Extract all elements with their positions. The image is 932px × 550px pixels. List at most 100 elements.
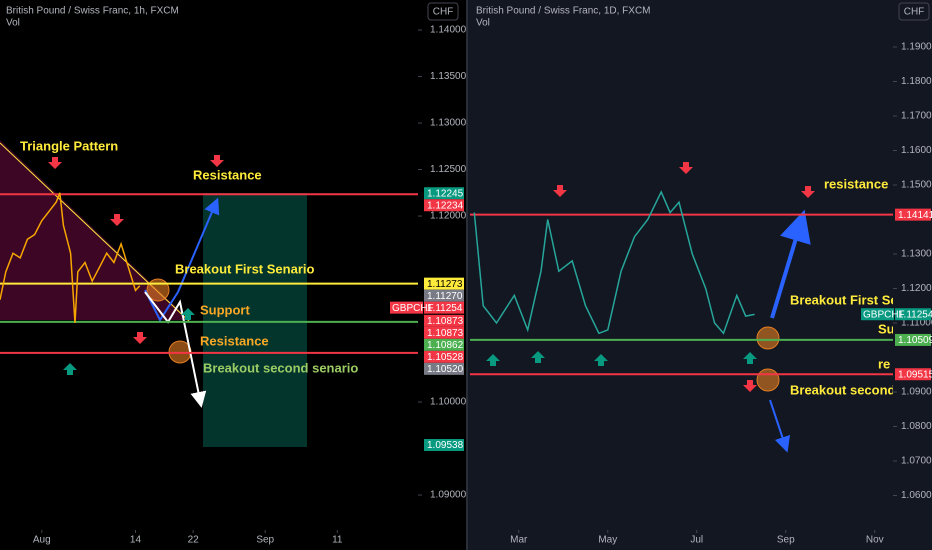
annotation: Su	[878, 321, 895, 336]
currency-button	[427, 2, 459, 21]
y-tick-label: 1.16000	[901, 145, 932, 156]
currency-button	[898, 2, 930, 21]
price-tag-label: 1.10873	[427, 328, 464, 339]
x-tick-label: Jul	[690, 535, 703, 546]
annotation: Breakout second senario	[203, 360, 358, 375]
down-marker	[48, 157, 62, 169]
price-tag	[424, 314, 464, 327]
panel-0: British Pound / Swiss Franc, 1h, FXCMVol…	[0, 2, 467, 546]
symbol-tag	[390, 301, 423, 314]
highlight-circle	[756, 326, 780, 350]
position-box	[203, 193, 307, 447]
up-marker	[486, 354, 500, 366]
price-tag	[895, 308, 931, 321]
y-tick-label: 1.10000	[430, 397, 467, 408]
y-tick-label: 1.11000	[901, 318, 932, 329]
price-tag-label: 1.11273	[427, 279, 463, 290]
annotation: Support	[200, 302, 250, 317]
price-tag-label: 1.11254	[898, 309, 932, 320]
y-tick-label: 1.09000	[430, 490, 467, 501]
highlight-circle	[756, 368, 780, 392]
x-tick-label: 22	[188, 535, 200, 546]
price-tag-label: 1.11270	[427, 291, 463, 302]
symbol-tag-label: GBPCHF	[392, 303, 434, 314]
y-tick-label: 1.08000	[901, 421, 932, 432]
x-tick-label: 14	[130, 535, 142, 546]
y-tick-label: 1.13000	[901, 249, 932, 260]
scenario-arrow	[144, 291, 207, 408]
price-tag-label: 1.10528	[427, 352, 464, 363]
y-tick-label: 1.13500	[430, 71, 467, 82]
annotation: Breakout second	[790, 382, 896, 397]
x-tick-label: Sep	[777, 535, 795, 546]
price-tag	[424, 301, 464, 314]
annotation: Triangle Pattern	[20, 138, 118, 153]
price-tag-label: 1.12234	[427, 200, 464, 211]
y-tick-label: 1.12500	[430, 164, 467, 175]
y-tick-label: 1.19000	[901, 42, 932, 53]
left-drawings	[0, 140, 307, 447]
price-tag	[895, 208, 931, 221]
x-tick-label: Sep	[256, 535, 274, 546]
panel-1: British Pound / Swiss Franc, 1D, FXCMVol…	[470, 2, 932, 546]
up-marker	[63, 363, 77, 375]
price-tag	[424, 326, 464, 339]
annotation: Resistance	[200, 333, 269, 348]
up-marker	[531, 351, 545, 363]
price-tag	[895, 333, 931, 346]
y-tick-label: 1.06000	[901, 490, 932, 501]
volume-label: Vol	[6, 18, 20, 29]
down-marker	[133, 332, 147, 344]
x-tick-label: May	[598, 535, 617, 546]
price-tag-label: 1.10862	[427, 340, 464, 351]
x-tick-label: 11	[332, 535, 343, 546]
x-tick-label: Mar	[510, 535, 528, 546]
up-marker	[594, 354, 608, 366]
down-marker	[110, 214, 124, 226]
price-tag-label: 1.11254	[427, 303, 463, 314]
scenario-arrow	[769, 399, 791, 453]
down-marker	[743, 380, 757, 392]
price-line	[473, 190, 755, 335]
up-marker	[743, 352, 757, 364]
y-tick-label: 1.13000	[430, 118, 467, 129]
symbol-tag-label: GBPCHF	[863, 309, 905, 320]
price-tag-label: 1.10873	[427, 316, 464, 327]
y-tick-label: 1.14000	[430, 25, 467, 36]
down-marker	[553, 185, 567, 197]
down-marker	[801, 186, 815, 198]
price-tag-label: 1.14141	[898, 210, 932, 221]
price-tag	[424, 338, 464, 351]
chart-title: British Pound / Swiss Franc, 1D, FXCM	[476, 6, 651, 17]
annotation: Breakout First Senario	[175, 261, 314, 276]
price-tag-label: 1.09515	[898, 369, 932, 380]
currency: CHF	[433, 7, 454, 18]
y-tick-label: 1.18000	[901, 76, 932, 87]
price-tag-label: 1.12245	[427, 188, 464, 199]
symbol-tag	[861, 308, 894, 321]
y-tick-label: 1.12000	[901, 283, 932, 294]
y-tick-label: 1.09000	[901, 387, 932, 398]
triangle-fill	[0, 140, 190, 320]
x-tick-label: Nov	[866, 535, 884, 546]
annotation: Breakout First Se	[790, 292, 898, 307]
price-tag	[424, 438, 464, 451]
price-tag	[424, 350, 464, 363]
chart-title: British Pound / Swiss Franc, 1h, FXCM	[6, 6, 179, 17]
y-tick-label: 1.12000	[430, 211, 467, 222]
annotation: resistance	[824, 176, 888, 191]
annotation: re	[878, 356, 890, 371]
annotation: Resistance	[193, 167, 262, 182]
price-tag	[424, 187, 464, 200]
price-tag-label: 1.10520	[427, 364, 464, 375]
price-tag	[424, 277, 464, 290]
y-tick-label: 1.17000	[901, 111, 932, 122]
price-tag-label: 1.09538	[427, 440, 464, 451]
price-tag	[424, 289, 464, 302]
currency: CHF	[904, 7, 925, 18]
down-marker	[679, 162, 693, 174]
price-tag-label: 1.10509	[898, 335, 932, 346]
scenario-arrow	[770, 209, 811, 319]
x-tick-label: Aug	[33, 535, 51, 546]
